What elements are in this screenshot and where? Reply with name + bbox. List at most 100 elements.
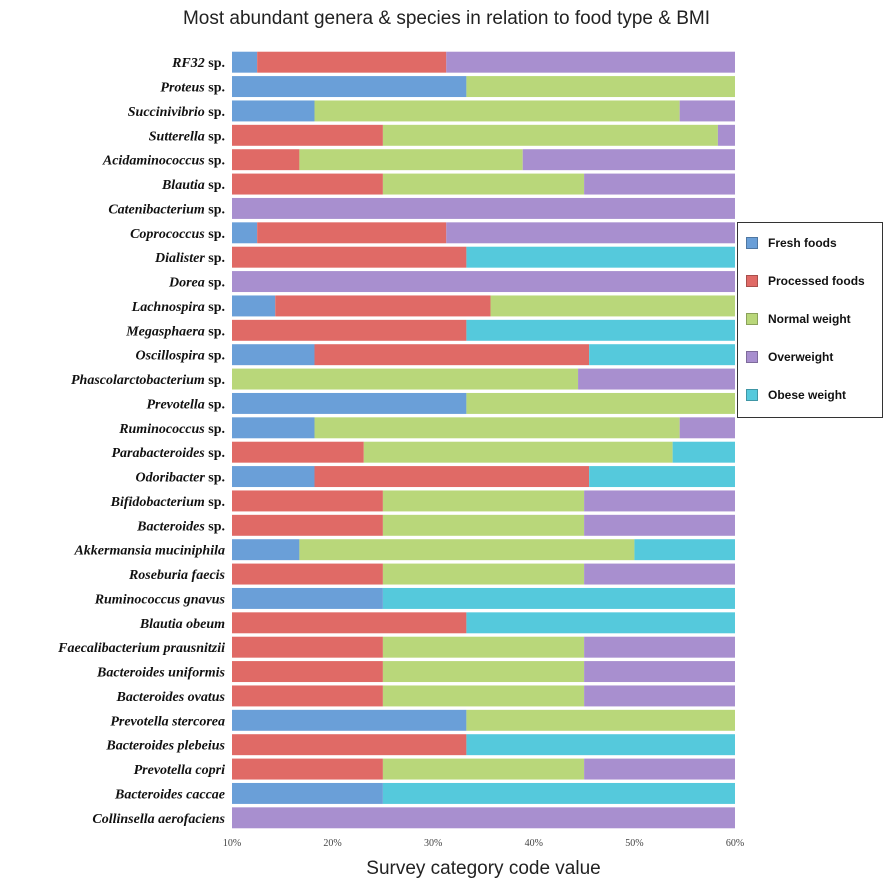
bar-segment — [466, 392, 735, 414]
bar-segment — [382, 636, 585, 658]
bar-segment — [232, 173, 383, 195]
y-tick-label: Coprococcus sp. — [130, 227, 225, 242]
legend-swatch — [746, 313, 758, 325]
bar-segment — [232, 295, 276, 317]
legend-label: Overweight — [768, 350, 834, 364]
y-tick-label: Bifidobacterium sp. — [110, 495, 225, 510]
x-tick-label: 50% — [625, 838, 643, 849]
bar-segment — [466, 246, 735, 268]
bar-segment — [382, 173, 585, 195]
bar-segment — [490, 295, 735, 317]
bar-segment — [382, 124, 718, 146]
bar-segment — [382, 514, 585, 536]
bar-segment — [232, 563, 383, 585]
legend-label: Normal weight — [768, 312, 851, 326]
y-tick-label: Bacteroides uniformis — [96, 666, 226, 681]
y-tick-label: RF32 sp. — [171, 56, 225, 71]
bar-segment — [232, 149, 300, 171]
legend-swatch — [746, 275, 758, 287]
bar-segment — [232, 685, 383, 707]
bar-segment — [232, 807, 735, 829]
bar-segment — [275, 295, 491, 317]
y-tick-label: Megasphaera sp. — [125, 324, 225, 339]
legend-item: Fresh foods — [746, 233, 837, 253]
y-tick-label: Bacteroides sp. — [136, 519, 225, 534]
y-tick-label: Sutterella sp. — [149, 129, 225, 144]
legend-item: Overweight — [746, 347, 833, 367]
y-tick-label: Collinsella aerofaciens — [92, 812, 225, 827]
bar-segment — [232, 490, 383, 512]
legend-label: Obese weight — [768, 388, 847, 402]
bar-segment — [232, 344, 315, 366]
bar-segment — [717, 124, 735, 146]
bar-segment — [314, 344, 590, 366]
y-tick-label: Prevotella stercorea — [110, 714, 225, 729]
bar-segment — [232, 734, 467, 756]
bar-segment — [314, 100, 680, 122]
legend-label: Fresh foods — [768, 236, 837, 250]
bar-segment — [314, 466, 590, 488]
bar-segment — [232, 758, 383, 780]
bar-segment — [232, 782, 383, 804]
bar-segment — [466, 76, 735, 98]
bar-segment — [584, 685, 735, 707]
bar-segment — [466, 734, 735, 756]
y-tick-label: Bacteroides caccae — [114, 787, 225, 802]
legend-item: Normal weight — [746, 309, 851, 329]
y-tick-label: Blautia obeum — [139, 617, 225, 632]
y-tick-label: Faecalibacterium prausnitzii — [57, 641, 225, 656]
bar-segment — [578, 368, 735, 390]
x-axis-title: Survey category code value — [366, 858, 601, 879]
y-tick-label: Ruminococcus sp. — [118, 422, 225, 437]
bar-segment — [299, 539, 635, 561]
bar-segment — [232, 246, 467, 268]
legend-swatch — [746, 351, 758, 363]
bar-segment — [232, 417, 315, 439]
bar-segment — [634, 539, 735, 561]
bar-segment — [589, 466, 735, 488]
bar-segment — [522, 149, 735, 171]
y-tick-label: Proteus sp. — [160, 81, 225, 96]
bar-segment — [232, 197, 735, 219]
x-tick-label: 30% — [424, 838, 442, 849]
bar-segment — [314, 417, 680, 439]
bar-segment — [679, 100, 735, 122]
bar-segment — [232, 636, 383, 658]
x-tick-label: 60% — [726, 838, 744, 849]
x-tick-label: 10% — [223, 838, 241, 849]
legend-swatch — [746, 237, 758, 249]
y-tick-label: Acidaminococcus sp. — [102, 154, 225, 169]
bar-segment — [232, 392, 467, 414]
y-tick-label: Bacteroides plebeius — [105, 739, 225, 754]
bar-segment — [232, 124, 383, 146]
x-tick-label: 40% — [525, 838, 543, 849]
bar-segment — [232, 661, 383, 683]
y-tick-label: Lachnospira sp. — [131, 300, 225, 315]
bar-segment — [257, 51, 447, 73]
bar-segment — [382, 661, 585, 683]
bar-segment — [679, 417, 735, 439]
bar-segment — [382, 490, 585, 512]
bar-segment — [584, 173, 735, 195]
bar-segment — [232, 709, 467, 731]
bar-segment — [584, 758, 735, 780]
bar-segment — [232, 319, 467, 341]
bar-segment — [466, 709, 735, 731]
legend-item: Obese weight — [746, 385, 846, 405]
bar-segment — [584, 661, 735, 683]
bar-segment — [589, 344, 735, 366]
bar-segment — [232, 368, 579, 390]
bar-segment — [257, 222, 447, 244]
bar-segment — [466, 612, 735, 634]
y-tick-label: Catenibacterium sp. — [108, 202, 225, 217]
bar-segment — [584, 636, 735, 658]
bar-segment — [232, 222, 258, 244]
legend-swatch — [746, 389, 758, 401]
y-tick-label: Roseburia faecis — [128, 568, 226, 583]
bar-segment — [584, 514, 735, 536]
y-tick-label: Blautia sp. — [161, 178, 225, 193]
bar-segment — [232, 466, 315, 488]
legend-label: Processed foods — [768, 274, 865, 288]
